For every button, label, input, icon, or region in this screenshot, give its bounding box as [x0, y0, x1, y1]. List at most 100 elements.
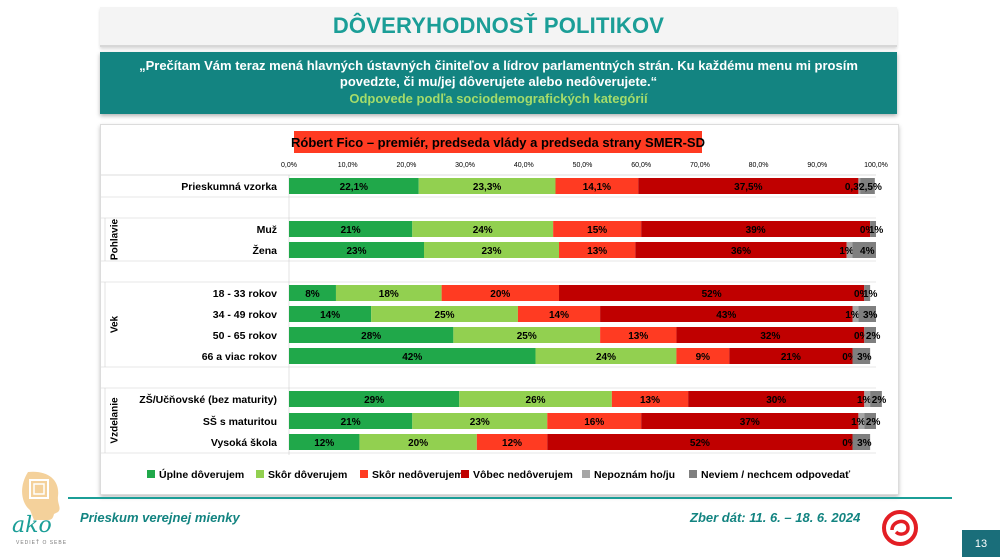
- footer-date-range: Zber dát: 11. 6. – 18. 6. 2024: [690, 510, 861, 525]
- bar-value-label: 20%: [490, 289, 510, 300]
- ako-logo-icon: [22, 471, 60, 520]
- bar-value-label: 14%: [549, 310, 569, 321]
- bar-segment: [676, 348, 730, 364]
- legend-label: Skôr nedôverujem: [372, 469, 464, 481]
- row-label: SŠ s maturitou: [203, 415, 277, 428]
- bar-value-label: 12%: [314, 438, 334, 449]
- row-label: 66 a viac rokov: [202, 351, 277, 363]
- bar-segment: [289, 221, 413, 237]
- bar-value-label: 3%: [863, 310, 878, 321]
- bar-value-label: 0%: [854, 289, 869, 300]
- bar-value-label: 30%: [766, 395, 786, 406]
- bar-value-label: 23%: [470, 417, 490, 428]
- legend-swatch: [256, 470, 264, 478]
- row-label: Žena: [252, 244, 277, 257]
- bar-value-label: 13%: [587, 246, 607, 257]
- bar-segment: [547, 413, 642, 429]
- bar-value-label: 29%: [364, 395, 384, 406]
- bar-segment: [289, 178, 419, 194]
- legend-label: Vôbec nedôverujem: [473, 469, 573, 481]
- bar-value-label: 23,3%: [473, 182, 501, 193]
- bar-segment: [453, 327, 601, 343]
- x-tick-label: 60,0%: [631, 162, 651, 169]
- legend-swatch: [360, 470, 368, 478]
- bar-segment: [688, 391, 865, 407]
- x-tick-label: 100,0%: [864, 162, 888, 169]
- bar-segment: [858, 178, 861, 194]
- bar-value-label: 0%: [860, 225, 875, 236]
- bar-segment: [459, 391, 612, 407]
- group-label: Vzdelanie: [110, 397, 121, 444]
- footer-survey-label: Prieskum verejnej mienky: [80, 510, 240, 525]
- group-label: Pohlavie: [110, 219, 121, 261]
- row-label: 18 - 33 rokov: [213, 288, 277, 300]
- bar-value-label: 1%: [863, 289, 878, 300]
- bar-value-label: 43%: [716, 310, 736, 321]
- bar-value-label: 16%: [584, 417, 604, 428]
- bar-value-label: 22,1%: [340, 182, 368, 193]
- bar-value-label: 23%: [346, 246, 366, 257]
- x-tick-label: 50,0%: [573, 162, 593, 169]
- bar-segment: [359, 434, 477, 450]
- bar-segment: [412, 413, 548, 429]
- bar-segment: [870, 221, 876, 237]
- bar-segment: [553, 221, 642, 237]
- bar-segment: [289, 327, 454, 343]
- x-tick-label: 0,0%: [281, 162, 297, 169]
- legend-label: Nepoznám ho/ju: [594, 469, 675, 481]
- bar-segment: [289, 285, 336, 301]
- emblem-icon: [882, 510, 918, 546]
- bar-segment: [864, 413, 876, 429]
- bar-value-label: 2,5%: [859, 182, 882, 193]
- bar-value-label: 42%: [402, 352, 422, 363]
- x-tick-label: 70,0%: [690, 162, 710, 169]
- bar-value-label: 13%: [628, 331, 648, 342]
- bar-value-label: 1%: [839, 246, 854, 257]
- row-label: ZŠ/Učňovské (bez maturity): [139, 393, 277, 406]
- bar-value-label: 21%: [341, 225, 361, 236]
- bar-segment: [852, 348, 871, 364]
- x-tick-label: 10,0%: [338, 162, 358, 169]
- row-label: 34 - 49 rokov: [213, 309, 277, 321]
- bar-segment: [412, 221, 554, 237]
- bar-segment: [846, 242, 853, 258]
- bar-segment: [676, 327, 865, 343]
- bar-value-label: 1%: [869, 225, 884, 236]
- bar-value-label: 4%: [860, 246, 875, 257]
- bar-value-label: 12%: [502, 438, 522, 449]
- bar-value-label: 9%: [696, 352, 711, 363]
- row-label: Muž: [257, 224, 277, 236]
- footer-divider: [68, 497, 952, 499]
- logo-tagline: VEDIEŤ O SEBE: [16, 540, 68, 546]
- bar-value-label: 0%: [842, 438, 857, 449]
- bar-segment: [517, 306, 601, 322]
- bar-segment: [852, 242, 876, 258]
- bar-value-label: 8%: [305, 289, 320, 300]
- bar-segment: [641, 221, 871, 237]
- legend-swatch: [461, 470, 469, 478]
- bar-value-label: 52%: [702, 289, 722, 300]
- x-tick-label: 80,0%: [749, 162, 769, 169]
- bar-segment: [289, 348, 536, 364]
- bar-value-label: 36%: [731, 246, 751, 257]
- bar-value-label: 1%: [851, 417, 866, 428]
- bar-value-label: 37,5%: [734, 182, 762, 193]
- bar-segment: [852, 306, 859, 322]
- bar-segment: [289, 413, 413, 429]
- bar-value-label: 13%: [640, 395, 660, 406]
- bar-value-label: 14,1%: [583, 182, 611, 193]
- stacked-bar-chart: Róbert Fico – premiér, predseda vlády a …: [101, 131, 888, 481]
- chart-title-background: [294, 131, 702, 153]
- bar-segment: [729, 348, 853, 364]
- bar-segment: [371, 306, 518, 322]
- bar-value-label: 25%: [435, 310, 455, 321]
- bar-value-label: 0%: [854, 331, 869, 342]
- legend-swatch: [147, 470, 155, 478]
- bar-value-label: 3%: [857, 438, 872, 449]
- bar-value-label: 15%: [587, 225, 607, 236]
- bar-segment: [635, 242, 847, 258]
- bar-value-label: 32%: [760, 331, 780, 342]
- bar-segment: [864, 391, 871, 407]
- bar-value-label: 2%: [866, 331, 881, 342]
- bar-segment: [418, 178, 556, 194]
